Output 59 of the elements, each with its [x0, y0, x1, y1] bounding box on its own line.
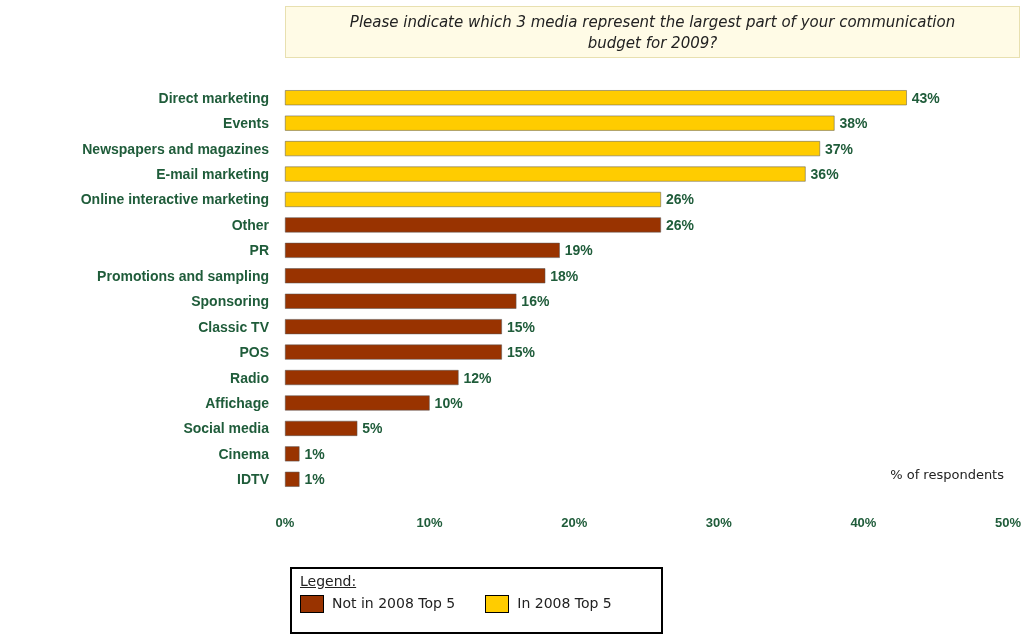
data-label: 19% — [564, 242, 594, 259]
y-tick-label: IDTV — [237, 471, 270, 488]
bar — [285, 115, 835, 131]
data-label: 1% — [304, 471, 326, 488]
bar — [285, 471, 300, 487]
x-tick-label: 30% — [705, 515, 733, 530]
data-label: 26% — [665, 216, 695, 233]
bar — [285, 293, 517, 309]
y-tick-label: Social media — [183, 420, 270, 437]
bar — [285, 217, 661, 233]
chart-title: Please indicate which 3 media represent the largest part of your communication budget for 2009? — [285, 6, 1020, 58]
bar — [285, 446, 300, 462]
data-label: 18% — [550, 267, 579, 284]
bar — [285, 141, 821, 157]
legend-label: Not in 2008 Top 5 — [331, 595, 456, 613]
data-label: 15% — [506, 344, 536, 361]
y-tick-label: Newspapers and magazines — [82, 140, 270, 157]
y-tick-label: Cinema — [218, 445, 270, 462]
data-label: 16% — [521, 293, 550, 310]
data-label: 10% — [434, 394, 464, 411]
annotation: % of respondents — [890, 467, 1004, 482]
bar — [285, 344, 502, 360]
bar — [285, 166, 806, 182]
data-label: 36% — [810, 166, 840, 183]
bar — [285, 268, 546, 284]
x-tick-label: 0% — [275, 515, 295, 530]
data-label: 15% — [506, 318, 536, 335]
y-tick-label: Classic TV — [198, 318, 270, 335]
x-tick-label: 50% — [994, 515, 1022, 530]
y-tick-label: PR — [249, 242, 269, 259]
bar — [285, 90, 907, 106]
y-tick-label: E-mail marketing — [156, 166, 269, 183]
bar — [285, 420, 358, 436]
data-label: 37% — [825, 140, 854, 157]
data-label: 1% — [304, 445, 326, 462]
data-label: 5% — [362, 420, 384, 437]
bar — [285, 370, 459, 386]
data-label: 38% — [839, 115, 869, 132]
legend-label: In 2008 Top 5 — [516, 595, 612, 613]
data-label: 26% — [665, 191, 695, 208]
y-tick-label: Radio — [230, 369, 269, 386]
y-tick-label: Affichage — [205, 394, 270, 411]
bar — [285, 319, 502, 335]
bar — [285, 242, 560, 258]
y-tick-label: Direct marketing — [158, 89, 269, 106]
y-tick-label: Events — [223, 115, 270, 132]
legend-title: Legend: — [300, 573, 358, 589]
y-tick-label: Promotions and sampling — [97, 267, 269, 284]
y-tick-label: Online interactive marketing — [80, 191, 269, 208]
y-tick-label: Sponsoring — [191, 293, 269, 310]
data-label: 12% — [463, 369, 493, 386]
bar — [285, 395, 430, 411]
x-tick-label: 20% — [561, 515, 588, 530]
x-tick-label: 10% — [416, 515, 444, 530]
y-tick-label: Other — [231, 216, 270, 233]
data-label: 43% — [911, 89, 941, 106]
bar — [285, 191, 661, 207]
y-tick-label: POS — [239, 344, 269, 361]
x-tick-label: 40% — [850, 515, 877, 530]
